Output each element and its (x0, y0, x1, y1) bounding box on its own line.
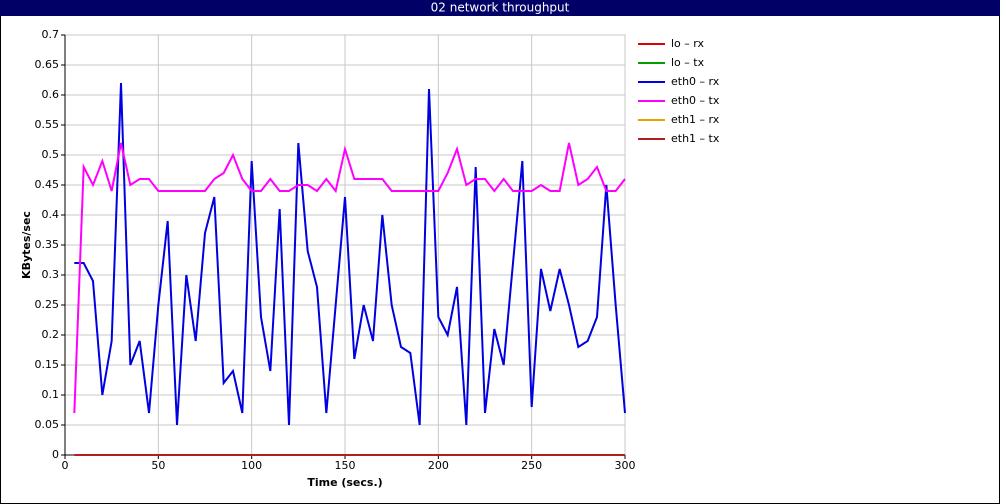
x-tick-label: 250 (521, 459, 542, 472)
legend-label: eth1 – rx (671, 113, 720, 126)
y-tick-label: 0.2 (42, 328, 60, 341)
y-tick-label: 0 (52, 448, 59, 461)
y-tick-label: 0.55 (35, 118, 60, 131)
y-axis-label: KBytes/sec (20, 211, 33, 279)
y-tick-label: 0.45 (35, 178, 60, 191)
x-tick-label: 0 (62, 459, 69, 472)
y-tick-label: 0.35 (35, 238, 60, 251)
title-bar (0, 0, 1000, 16)
x-axis-label: Time (secs.) (307, 476, 382, 489)
y-tick-label: 0.25 (35, 298, 60, 311)
y-tick-label: 0.1 (42, 388, 60, 401)
legend-label: lo – rx (671, 37, 705, 50)
x-tick-label: 50 (151, 459, 165, 472)
y-tick-label: 0.65 (35, 58, 60, 71)
legend-label: eth0 – tx (671, 94, 720, 107)
y-tick-label: 0.05 (35, 418, 60, 431)
y-tick-label: 0.6 (42, 88, 60, 101)
chart-title: 02 network throughput (431, 1, 570, 15)
y-tick-label: 0.15 (35, 358, 60, 371)
legend-label: eth1 – tx (671, 132, 720, 145)
x-tick-label: 200 (428, 459, 449, 472)
x-tick-label: 100 (241, 459, 262, 472)
legend-label: lo – tx (671, 56, 705, 69)
y-tick-label: 0.7 (42, 28, 60, 41)
y-tick-label: 0.5 (42, 148, 60, 161)
x-tick-label: 150 (335, 459, 356, 472)
x-tick-label: 300 (615, 459, 636, 472)
legend-label: eth0 – rx (671, 75, 720, 88)
y-tick-label: 0.3 (42, 268, 60, 281)
series-line (74, 82, 626, 426)
y-tick-label: 0.4 (42, 208, 60, 221)
series-line (73, 142, 626, 414)
